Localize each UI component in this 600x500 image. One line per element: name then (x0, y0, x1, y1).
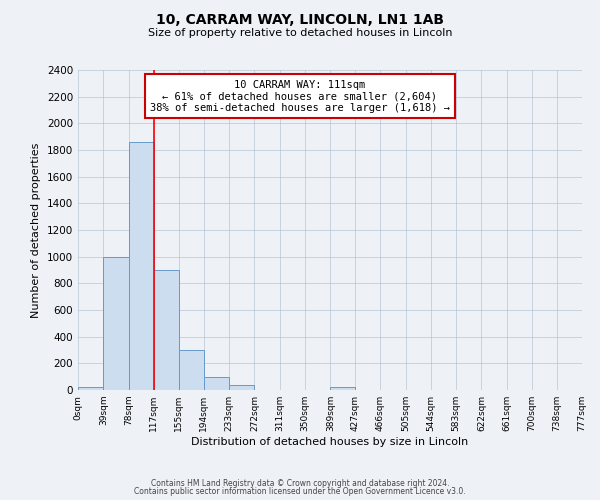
Text: Contains HM Land Registry data © Crown copyright and database right 2024.: Contains HM Land Registry data © Crown c… (151, 478, 449, 488)
Text: Contains public sector information licensed under the Open Government Licence v3: Contains public sector information licen… (134, 487, 466, 496)
X-axis label: Distribution of detached houses by size in Lincoln: Distribution of detached houses by size … (191, 437, 469, 447)
Bar (128, 142, 154, 390)
Bar (204, 376, 229, 390)
Bar (331, 386, 355, 390)
Bar (154, 270, 179, 390)
Bar (229, 384, 254, 390)
Y-axis label: Number of detached properties: Number of detached properties (31, 142, 41, 318)
Bar (78, 388, 103, 390)
Text: 10 CARRAM WAY: 111sqm
← 61% of detached houses are smaller (2,604)
38% of semi-d: 10 CARRAM WAY: 111sqm ← 61% of detached … (150, 80, 450, 113)
Text: Size of property relative to detached houses in Lincoln: Size of property relative to detached ho… (148, 28, 452, 38)
Text: 10, CARRAM WAY, LINCOLN, LN1 1AB: 10, CARRAM WAY, LINCOLN, LN1 1AB (156, 12, 444, 26)
Bar (103, 256, 128, 390)
Bar (179, 350, 204, 390)
